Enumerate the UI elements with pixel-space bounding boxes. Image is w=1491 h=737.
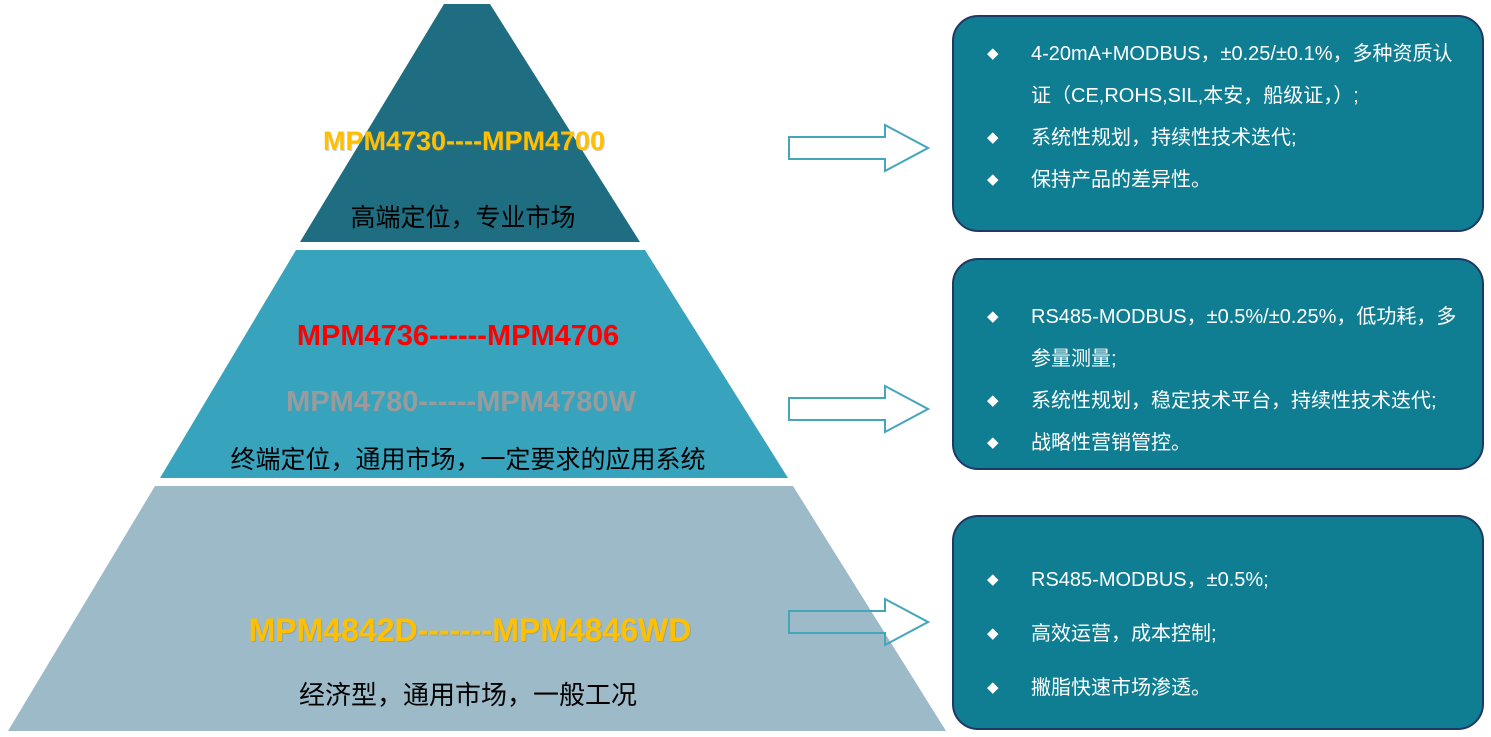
list-item: ◆ 系统性规划，持续性技术迭代; <box>984 117 1468 159</box>
tier-bottom-model-label: MPM4842D-------MPM4846WD <box>248 612 692 648</box>
diamond-bullet-icon: ◆ <box>987 434 999 451</box>
pyramid-tier-middle-shape <box>160 250 788 478</box>
callout-text: 保持产品的差异性。 <box>1031 169 1211 191</box>
diamond-bullet-icon: ◆ <box>987 129 999 146</box>
diamond-bullet-icon: ◆ <box>987 171 999 188</box>
list-item: ◆ 保持产品的差异性。 <box>984 159 1468 201</box>
callout-text: 高效运营，成本控制; <box>1031 623 1217 645</box>
callout-text: 战略性营销管控。 <box>1031 432 1191 454</box>
diamond-bullet-icon: ◆ <box>987 679 999 696</box>
list-item: ◆ RS485-MODBUS，±0.5%; <box>984 559 1468 601</box>
diamond-bullet-icon: ◆ <box>987 571 999 588</box>
list-item: ◆ 战略性营销管控。 <box>984 422 1468 464</box>
right-arrow-icon-bottom <box>788 597 930 647</box>
callout-box-top: ◆ 4-20mA+MODBUS，±0.25/±0.1%，多种资质认证（CE,RO… <box>952 15 1484 232</box>
callout-text: 撇脂快速市场渗透。 <box>1031 677 1211 699</box>
callout-text: 系统性规划，稳定技术平台，持续性技术迭代; <box>1031 390 1437 412</box>
list-item: ◆ 4-20mA+MODBUS，±0.25/±0.1%，多种资质认证（CE,RO… <box>984 33 1468 117</box>
callout-text: RS485-MODBUS，±0.5%; <box>1031 569 1269 591</box>
pyramid-tier-bottom-shape <box>8 486 946 731</box>
tier-top-model-label: MPM4730----MPM4700 <box>322 126 606 156</box>
tier-bottom-caption: 经济型，通用市场，一般工况 <box>298 680 638 710</box>
tier-middle-model-primary-label: MPM4736------MPM4706 <box>296 320 620 352</box>
callout-box-middle: ◆ RS485-MODBUS，±0.5%/±0.25%，低功耗，多参量测量; ◆… <box>952 258 1484 470</box>
diamond-bullet-icon: ◆ <box>987 392 999 409</box>
list-item: ◆ 撇脂快速市场渗透。 <box>984 667 1468 709</box>
diamond-bullet-icon: ◆ <box>987 45 999 62</box>
callout-text: 系统性规划，持续性技术迭代; <box>1031 127 1297 149</box>
tier-middle-caption: 终端定位，通用市场，一定要求的应用系统 <box>230 446 706 474</box>
right-arrow-icon-top <box>788 123 930 173</box>
right-arrow-icon-middle <box>788 384 930 434</box>
callout-text: 4-20mA+MODBUS，±0.25/±0.1%，多种资质认证（CE,ROHS… <box>1031 43 1453 107</box>
tier-top-caption: 高端定位，专业市场 <box>350 204 576 232</box>
callout-text: RS485-MODBUS，±0.5%/±0.25%，低功耗，多参量测量; <box>1031 306 1457 370</box>
tier-middle-model-secondary-label: MPM4780------MPM4780W <box>286 386 636 418</box>
list-item: ◆ 系统性规划，稳定技术平台，持续性技术迭代; <box>984 380 1468 422</box>
list-item: ◆ 高效运营，成本控制; <box>984 613 1468 655</box>
pyramid-tier-top-shape <box>300 4 640 242</box>
diamond-bullet-icon: ◆ <box>987 625 999 642</box>
list-item: ◆ RS485-MODBUS，±0.5%/±0.25%，低功耗，多参量测量; <box>984 296 1468 380</box>
callout-box-bottom: ◆ RS485-MODBUS，±0.5%; ◆ 高效运营，成本控制; ◆ 撇脂快… <box>952 515 1484 730</box>
diamond-bullet-icon: ◆ <box>987 308 999 325</box>
